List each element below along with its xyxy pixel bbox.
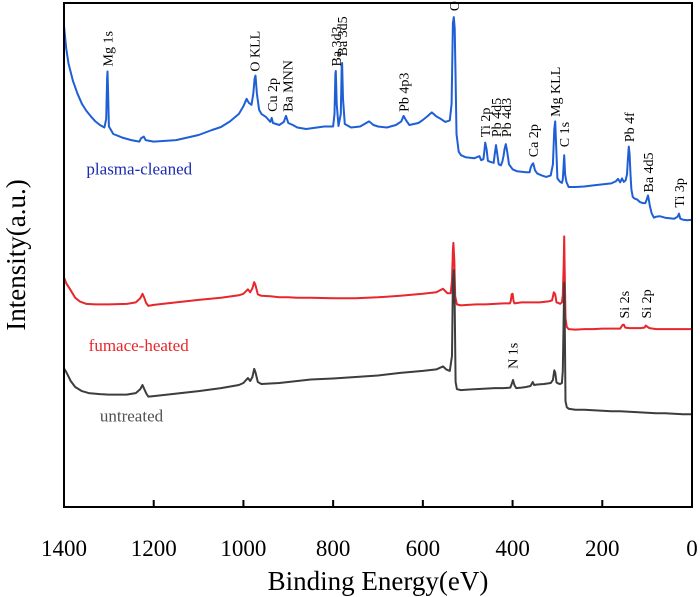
peak-label: Si 2s [618, 291, 633, 319]
plot-frame [63, 2, 693, 508]
peak-label: Pb 4d3 [500, 98, 515, 137]
peak-label: Pb 4d5 [490, 98, 505, 137]
peak-label: Pb 4p3 [398, 73, 413, 112]
series-label-plasma-cleaned: plasma-cleaned [86, 159, 192, 178]
x-tick-label: 200 [585, 536, 620, 561]
peak-label: O 1s [448, 0, 463, 11]
peak-label: Cu 2p [266, 78, 281, 112]
peak-label: Ba MNN [281, 60, 296, 112]
peak-label: N 1s [507, 343, 522, 369]
series-line-untreated [63, 269, 692, 416]
peak-label: Si 2p [640, 289, 655, 318]
peak-label: Ti 3p [673, 178, 688, 207]
peak-label: Pb 4f [623, 112, 638, 142]
series-label-group: plasma-cleaned fumace-heated untreated [86, 159, 192, 425]
x-tick-label: 1200 [131, 536, 177, 561]
peak-label: Ba 3d5 [336, 16, 351, 56]
peak-label: Ca 2p [527, 124, 542, 157]
peak-label: Ti 2p [479, 108, 494, 137]
x-tick-label: 400 [495, 536, 530, 561]
x-tick-label: 800 [316, 536, 351, 561]
series-label-untreated: untreated [100, 406, 164, 425]
peak-label: Ba 3d3 [330, 26, 345, 66]
peak-label: O KLL [249, 31, 264, 72]
x-axis-ticks: 1400 1200 1000 800 600 400 200 0 [41, 500, 698, 561]
series-label-fumace-heated: fumace-heated [89, 336, 190, 355]
x-tick-label: 1400 [41, 536, 87, 561]
plot-series-group [63, 16, 693, 416]
peak-label: Mg KLL [549, 67, 564, 117]
x-tick-label: 600 [406, 536, 441, 561]
peak-label: Mg 1s [102, 31, 117, 66]
peak-label: Ba 4d5 [642, 152, 657, 192]
y-axis-title: Intensity(a.u.) [1, 179, 31, 330]
x-tick-label: 0 [686, 536, 698, 561]
peak-label: C 1s [558, 122, 573, 147]
x-axis-title: Binding Energy(eV) [268, 566, 489, 596]
series-line-plasma-cleaned [63, 16, 693, 222]
x-tick-label: 1000 [220, 536, 266, 561]
series-line-fumace-heated [63, 235, 692, 331]
